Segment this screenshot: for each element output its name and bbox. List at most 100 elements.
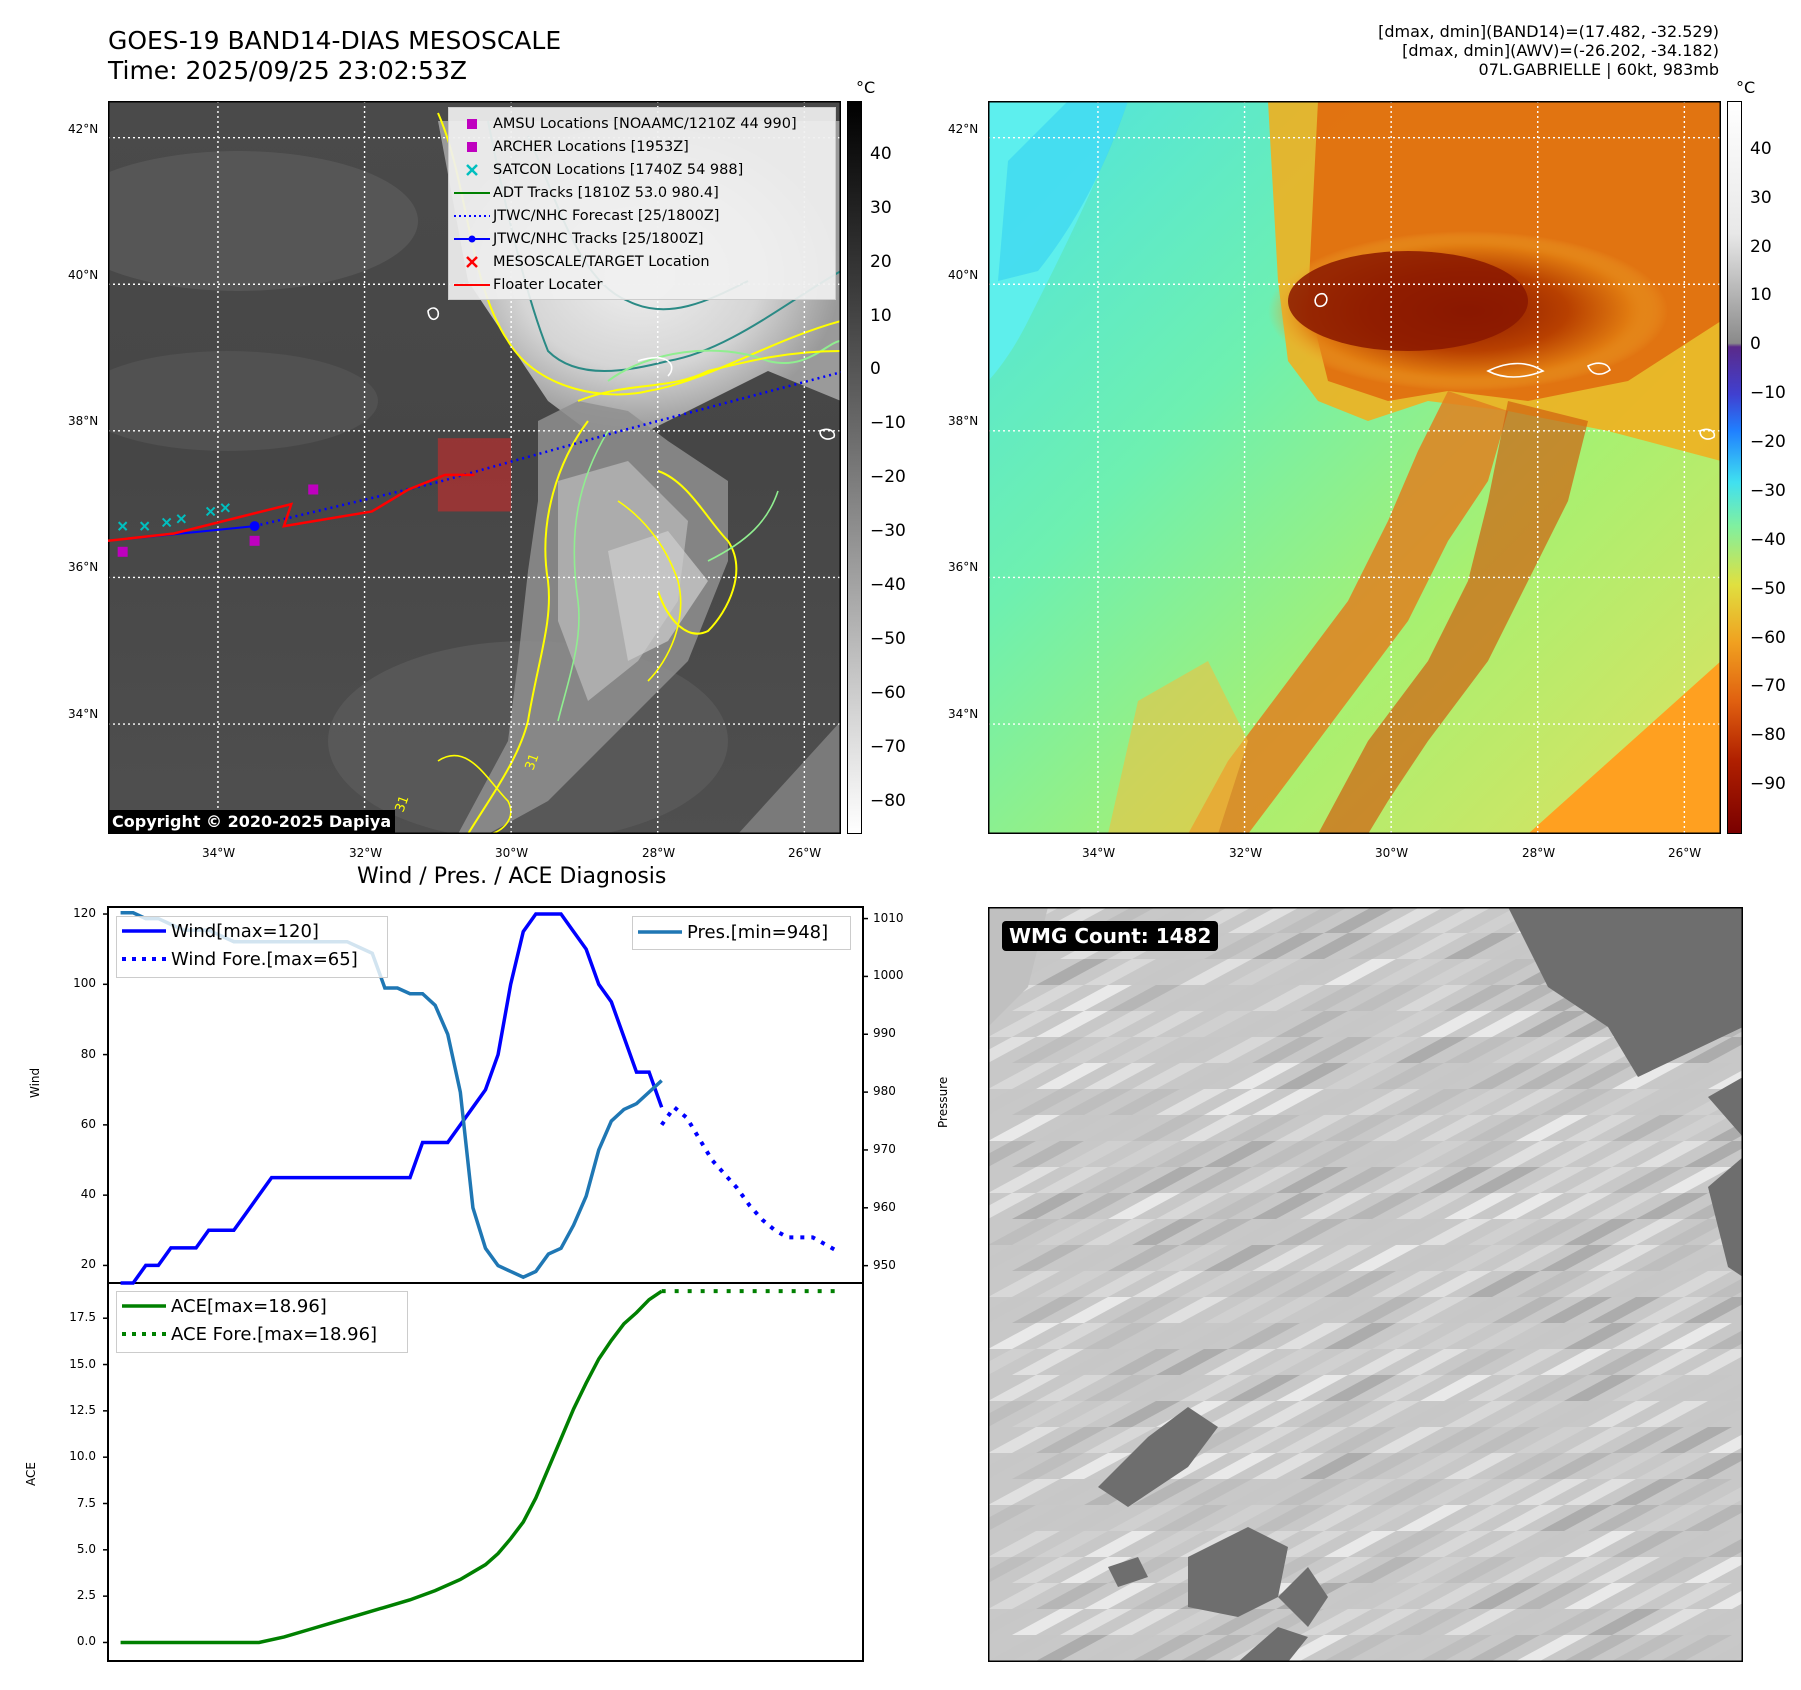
- wmg-cell: [1084, 1011, 1156, 1037]
- wmg-cell: [1564, 1635, 1636, 1661]
- colorbar-tick: −70: [870, 736, 906, 757]
- wmg-cell: [1444, 1297, 1516, 1323]
- wmg-cell: [1132, 1063, 1204, 1089]
- colorbar-tick: −60: [870, 682, 906, 703]
- wmg-cell: [1060, 1089, 1132, 1115]
- wmg-cell: [1252, 1349, 1324, 1375]
- wmg-cell: [1420, 1323, 1492, 1349]
- wmg-cell: [1588, 1505, 1660, 1531]
- wmg-cell: [1612, 1583, 1684, 1609]
- colorbar-tick: 20: [1750, 236, 1772, 257]
- wmg-cell: [1228, 1115, 1300, 1141]
- wmg-cell: [1252, 1453, 1324, 1479]
- lon-label: 34°W: [1082, 846, 1116, 860]
- wmg-cell: [1660, 1323, 1732, 1349]
- wmg-cell: [1516, 1375, 1588, 1401]
- wmg-cell: [1252, 1505, 1324, 1531]
- wmg-cell: [1012, 1557, 1084, 1583]
- wmg-cell: [1372, 1531, 1444, 1557]
- wmg-cell: [1156, 1037, 1228, 1063]
- legend-item: ADT Tracks [1810Z 53.0 980.4]: [451, 181, 835, 204]
- tick-label: 7.5: [76, 1495, 96, 1510]
- tick-label: 15.0: [69, 1356, 96, 1371]
- wmg-cell: [1300, 1037, 1372, 1063]
- wmg-cell: [1660, 1479, 1732, 1505]
- wmg-cell: [1564, 1531, 1636, 1557]
- wmg-cell: [1012, 1193, 1084, 1219]
- wmg-cell: [1660, 1115, 1732, 1141]
- left-map-panel: 31 31 AMSU Locations [NOAAMC/1210Z 44 990…: [58, 100, 842, 841]
- wmg-cell: [1636, 1453, 1708, 1479]
- wmg-cell: [1636, 1557, 1708, 1583]
- wmg-cell: [1516, 1271, 1588, 1297]
- wmg-cell: [1300, 1505, 1372, 1531]
- wmg-cell: [1372, 1375, 1444, 1401]
- wind-legend: Wind[max=120] Wind Fore.[max=65]: [116, 916, 388, 978]
- map-legend: AMSU Locations [NOAAMC/1210Z 44 990] ARCH…: [448, 107, 836, 300]
- wmg-cell: [1540, 1037, 1612, 1063]
- wmg-cell: [1468, 1167, 1540, 1193]
- colorbar-tick: −40: [1750, 529, 1786, 550]
- legend-symbol: [451, 234, 493, 244]
- wmg-cell: [1252, 1141, 1324, 1167]
- wmg-cell: [1492, 1453, 1564, 1479]
- wmg-cell: [1348, 1401, 1420, 1427]
- wmg-cell: [1132, 1219, 1204, 1245]
- wmg-cell: [1276, 1427, 1348, 1453]
- wmg-cell: [1348, 985, 1420, 1011]
- tick-label: 17.5: [69, 1310, 96, 1325]
- wmg-cell: [1036, 1219, 1108, 1245]
- wmg-cell: [1588, 1141, 1660, 1167]
- lat-label: 38°N: [948, 414, 979, 428]
- wmg-cell: [988, 1167, 1060, 1193]
- tick-label: 1000: [873, 968, 904, 983]
- colorbar-tick: −50: [1750, 578, 1786, 599]
- legend-label: ADT Tracks [1810Z 53.0 980.4]: [493, 184, 719, 201]
- wmg-cell: [1300, 933, 1372, 959]
- wmg-cell: [1084, 1219, 1156, 1245]
- colorbar-tick: −60: [1750, 627, 1786, 648]
- wmg-cell: [1540, 1505, 1612, 1531]
- wmg-cell: [1468, 1427, 1540, 1453]
- tick-label: 20: [80, 1257, 96, 1272]
- wmg-cell: [1204, 1297, 1276, 1323]
- tick-label: 2.5: [76, 1588, 96, 1603]
- wmg-cell: [1276, 1531, 1348, 1557]
- wmg-cell: [1012, 1505, 1084, 1531]
- wmg-cell: [1156, 1245, 1228, 1271]
- wmg-cell: [1492, 1349, 1564, 1375]
- wmg-cell: [1588, 1401, 1660, 1427]
- satcon-marker: [117, 521, 128, 531]
- wmg-cell: [1348, 1505, 1420, 1531]
- wmg-cell: [1276, 1115, 1348, 1141]
- wmg-cell: [988, 1375, 1060, 1401]
- wmg-cell: [1564, 1583, 1636, 1609]
- wmg-cell: [1468, 1635, 1540, 1661]
- wmg-cell: [1012, 1141, 1084, 1167]
- wmg-cell: [1612, 1063, 1684, 1089]
- wmg-cell: [1540, 1609, 1612, 1635]
- wmg-cell: [1372, 1323, 1444, 1349]
- wmg-cell: [1444, 1089, 1516, 1115]
- wmg-image: [964, 906, 1780, 1687]
- lon-label: 26°W: [788, 846, 822, 860]
- colorbar-tick: 40: [870, 143, 892, 164]
- wmg-cell: [1636, 1349, 1708, 1375]
- wmg-cell: [1180, 1167, 1252, 1193]
- info-line-1: [dmax, dmin](BAND14)=(17.482, -32.529): [1378, 22, 1719, 41]
- wmg-cell: [1036, 1011, 1108, 1037]
- wmg-cell: [1492, 1557, 1564, 1583]
- wmg-cell: [1348, 1297, 1420, 1323]
- legend-label: MESOSCALE/TARGET Location: [493, 253, 710, 270]
- colorbar-tick: 10: [1750, 285, 1772, 306]
- tick-label: 980: [873, 1084, 896, 1099]
- wmg-cell: [1396, 1453, 1468, 1479]
- wmg-cell: [1420, 907, 1492, 933]
- wmg-cell: [988, 1427, 1060, 1453]
- wmg-cell: [1276, 959, 1348, 985]
- wmg-cell: [1252, 1245, 1324, 1271]
- tick-label: 40: [80, 1187, 96, 1202]
- wmg-cell: [1276, 1219, 1348, 1245]
- wmg-cell: [1300, 1245, 1372, 1271]
- wmg-cell: [1540, 1297, 1612, 1323]
